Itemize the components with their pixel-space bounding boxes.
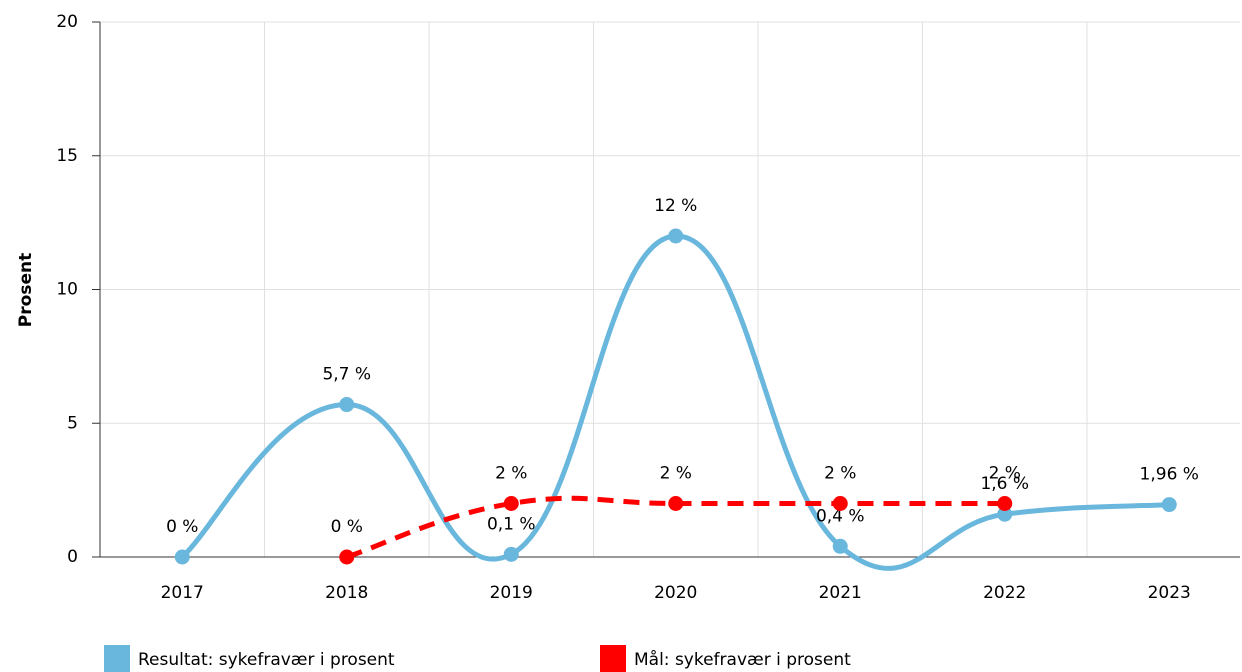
x-tick-label: 2017	[161, 583, 204, 603]
data-label: 2 %	[660, 464, 692, 484]
y-tick-label: 15	[56, 146, 78, 166]
data-label: 0 %	[331, 517, 363, 537]
legend-label: Resultat: sykefravær i prosent	[138, 650, 395, 670]
data-point	[997, 506, 1013, 522]
y-tick-label: 0	[67, 547, 78, 567]
legend-swatch	[104, 645, 130, 672]
data-label: 0,4 %	[816, 506, 865, 526]
data-point	[668, 228, 684, 244]
data-label: 2 %	[495, 464, 527, 484]
data-label: 2 %	[989, 464, 1021, 484]
y-axis-label: Prosent	[16, 253, 36, 327]
y-tick-label: 5	[67, 413, 78, 433]
data-point	[832, 538, 848, 554]
data-point	[339, 549, 355, 565]
legend-label: Mål: sykefravær i prosent	[634, 649, 851, 670]
data-point	[503, 546, 519, 562]
data-point	[503, 496, 519, 511]
x-tick-label: 2019	[490, 583, 533, 603]
x-tick-label: 2020	[654, 583, 697, 603]
data-point	[668, 496, 684, 511]
data-point	[1161, 497, 1177, 513]
data-label: 1,6 %	[980, 474, 1029, 494]
y-tick-label: 10	[56, 280, 78, 300]
data-point	[832, 496, 848, 511]
data-point	[339, 397, 355, 413]
x-tick-label: 2018	[325, 583, 368, 603]
legend-swatch	[600, 645, 626, 672]
data-label: 5,7 %	[322, 365, 371, 385]
data-label: 0,1 %	[487, 514, 536, 534]
x-tick-label: 2023	[1148, 583, 1191, 603]
data-point	[997, 496, 1013, 511]
data-label: 2 %	[824, 464, 856, 484]
data-point	[174, 549, 190, 565]
x-tick-label: 2022	[983, 583, 1026, 603]
data-label: 1,96 %	[1140, 465, 1199, 485]
data-label: 0 %	[166, 517, 198, 537]
data-label: 12 %	[654, 196, 697, 216]
x-tick-label: 2021	[819, 583, 862, 603]
y-tick-label: 20	[56, 12, 78, 32]
